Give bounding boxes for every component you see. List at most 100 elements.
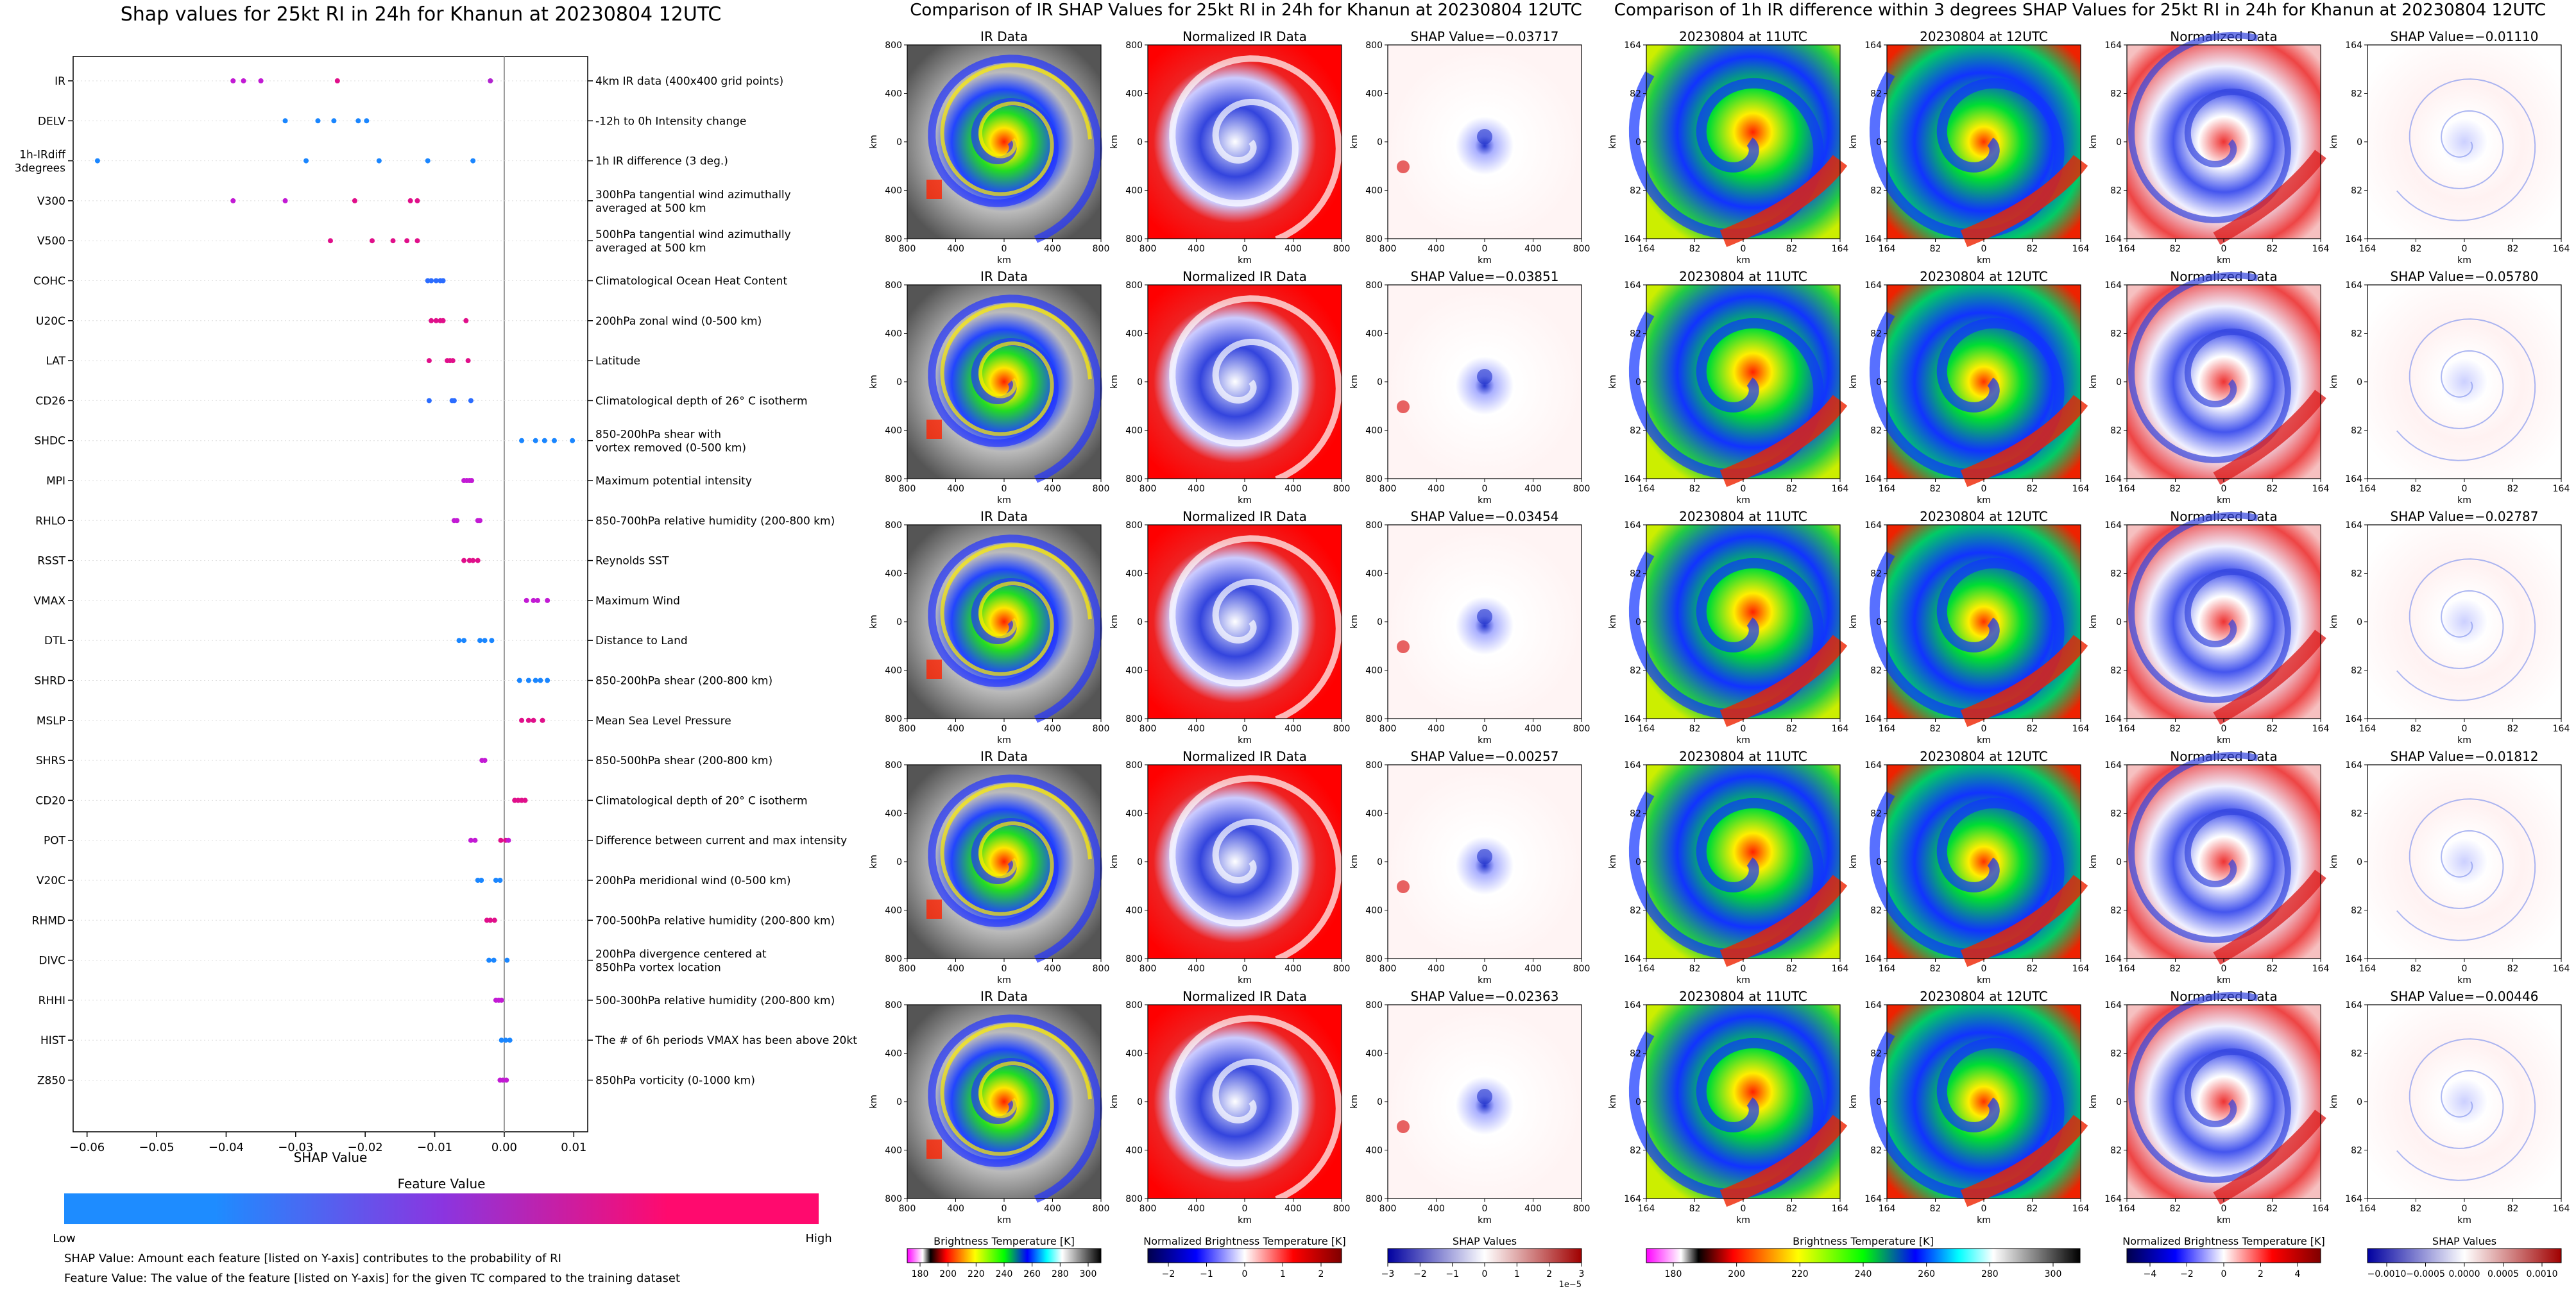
shap-point	[376, 158, 382, 164]
panel-x-tick-label: 82	[2170, 1204, 2181, 1214]
shap-point	[370, 238, 375, 244]
panel-ylabel: km	[869, 855, 879, 869]
panel-y-tick-label: 800	[1125, 714, 1143, 724]
feature-description: Climatological Ocean Heat Content	[595, 275, 787, 288]
panel-x-tick-label: 400	[1524, 1204, 1542, 1214]
panel-x-tick-label: 82	[2170, 724, 2181, 734]
panel-title: Normalized IR Data	[1182, 509, 1307, 524]
panel-x-tick-label: 82	[1930, 484, 1941, 494]
rain-band	[1960, 1114, 2088, 1207]
panel-image	[1887, 45, 2081, 239]
feature-label: CD26	[35, 395, 65, 407]
panel-x-tick-label: 0	[1741, 724, 1746, 734]
panel-image	[1148, 45, 1342, 239]
cloud-band	[1169, 1015, 1342, 1202]
feature-label: MPI	[46, 475, 65, 488]
hot-spot	[926, 900, 942, 919]
panel-xlabel: km	[2217, 735, 2231, 746]
shap-point	[414, 198, 420, 203]
colorbar-tick-label: 2	[1546, 1269, 1552, 1279]
panel-y-tick-label: 164	[2104, 40, 2122, 51]
panel-image	[1148, 1005, 1342, 1199]
panel-x-tick-label: 0	[1002, 724, 1007, 734]
panel-image	[1646, 45, 1840, 239]
hot-spot	[926, 420, 942, 439]
panel-y-tick-label: 400	[1125, 1049, 1143, 1059]
shap-point	[328, 238, 333, 244]
panel-x-tick-label: 82	[2027, 484, 2038, 494]
panel-x-tick-label: 164	[2359, 1204, 2376, 1214]
cloud-band	[928, 55, 1102, 243]
panel-title: SHAP Value=−0.02363	[1411, 989, 1559, 1004]
panel-y-tick-label: 82	[1870, 906, 1882, 916]
panel-x-tick-label: 82	[2410, 1204, 2422, 1214]
panel-x-tick-label: 0	[1002, 964, 1007, 974]
panel-y-tick-label: 0	[1876, 857, 1882, 867]
shap-point	[488, 918, 493, 923]
cloud-band	[940, 1023, 1092, 1156]
panel-x-tick-label: 400	[947, 244, 964, 254]
shap-point	[475, 558, 481, 563]
cloud-band	[1869, 551, 2065, 719]
panel-x-tick-label: 800	[1093, 1204, 1110, 1214]
panel-y-tick-label: 164	[2104, 1000, 2122, 1011]
panel-x-tick-label: 82	[2027, 1204, 2038, 1214]
panel-ylabel: km	[2329, 375, 2339, 389]
panel-xlabel: km	[2457, 735, 2471, 746]
panel-x-tick-label: 82	[2507, 484, 2519, 494]
panel-x-tick-label: 82	[1689, 724, 1701, 734]
panel-x-tick-label: 164	[1638, 244, 1655, 254]
panel-x-tick-label: 0	[1482, 964, 1488, 974]
feature-description: 850-200hPa shear with vortex removed (0-5…	[595, 429, 746, 455]
panel-y-tick-label: 400	[1125, 89, 1143, 99]
shap-blob	[1477, 129, 1492, 144]
panel-y-tick-label: 82	[2110, 1049, 2122, 1059]
panel-title: 20230804 at 12UTC	[1920, 509, 2048, 524]
panel-y-tick-label: 0	[1377, 137, 1383, 148]
note-shap-value: SHAP Value: Amount each feature [listed …	[64, 1252, 561, 1265]
panel-y-tick-label: 164	[2104, 714, 2122, 724]
panel-y-tick-label: 400	[1125, 569, 1143, 579]
panel-y-tick-label: 400	[1365, 89, 1383, 99]
rain-band	[2213, 149, 2326, 245]
colorbar-tick-label: 200	[1728, 1269, 1745, 1279]
shap-blob	[1397, 160, 1410, 173]
feature-description: 200hPa zonal wind (0-500 km)	[595, 315, 762, 328]
colorbar	[2367, 1248, 2562, 1263]
cloud-band	[940, 783, 1092, 916]
panel-ylabel: km	[1109, 855, 1120, 869]
panel-x-tick-label: 800	[1139, 724, 1157, 734]
panel-y-tick-label: 0	[2357, 377, 2362, 388]
shap-point	[230, 198, 236, 203]
shap-point	[433, 318, 439, 323]
panel-y-tick-label: 400	[885, 666, 902, 676]
panel-title: IR Data	[980, 29, 1028, 44]
panel-y-tick-label: 164	[2345, 714, 2362, 724]
panel-y-tick-label: 82	[1630, 426, 1641, 436]
panel-y-tick-label: 0	[2116, 1097, 2122, 1107]
colorbar	[1646, 1248, 2081, 1263]
rain-band	[1719, 1114, 1848, 1207]
panel-x-tick-label: 400	[1188, 724, 1205, 734]
shap-point	[504, 957, 510, 963]
panel-x-tick-label: 800	[1573, 964, 1591, 974]
panel-y-tick-label: 82	[1870, 666, 1882, 676]
panel-x-tick-label: 0	[1242, 964, 1248, 974]
panel-y-tick-label: 400	[885, 186, 902, 196]
panel-x-tick-label: 0	[1741, 484, 1746, 494]
panel-ylabel: km	[1349, 375, 1360, 389]
panel-image	[1646, 525, 1840, 719]
shap-point	[451, 398, 457, 404]
panel-image	[1887, 1005, 2081, 1199]
cloud-band	[928, 1014, 1102, 1203]
shap-point	[94, 158, 100, 164]
rain-band	[1719, 635, 1848, 727]
panel-x-tick-label: 0	[1981, 964, 1987, 974]
panel-y-tick-label: 82	[2110, 329, 2122, 339]
feature-description: 500hPa tangential wind azimuthally averag…	[595, 228, 791, 255]
colorbar-label: Normalized Brightness Temperature [K]	[2122, 1235, 2325, 1247]
rain-band	[1960, 635, 2088, 727]
cloud-band	[940, 63, 1092, 196]
panel-y-tick-label: 82	[2351, 809, 2362, 819]
feature-colorbar	[64, 1193, 819, 1224]
